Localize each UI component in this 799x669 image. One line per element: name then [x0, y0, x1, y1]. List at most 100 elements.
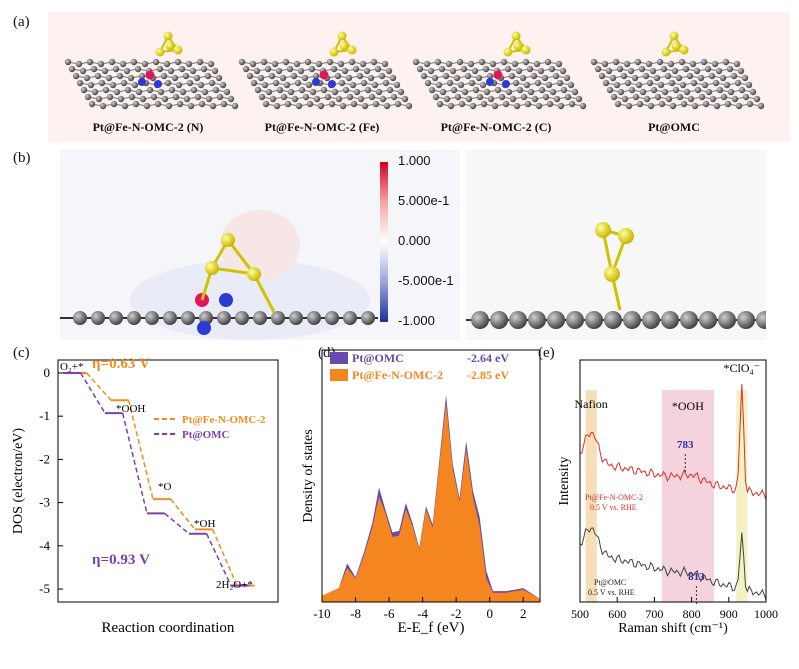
carbon-atom [132, 100, 140, 108]
pt-atom [618, 228, 634, 244]
carbon-atom [610, 93, 618, 101]
carbon-atom [443, 95, 451, 103]
carbon-atom [127, 74, 135, 82]
carbon-atom [708, 72, 716, 80]
carbon-atom [275, 67, 283, 75]
carbon-atom [346, 93, 354, 101]
carbon-atom [431, 74, 439, 82]
x-tick-label: 900 [720, 607, 738, 621]
carbon-atom [134, 65, 142, 73]
carbon-atom [545, 81, 553, 89]
panel-c-label: (c) [13, 345, 30, 361]
highlight-region [736, 390, 748, 602]
carbon-atom [253, 67, 261, 75]
x-tick-label: -2 [451, 606, 462, 621]
carbon-atom [302, 93, 310, 101]
carbon-atom [84, 93, 92, 101]
carbon-atom [516, 86, 524, 94]
carbon-atom [73, 311, 87, 325]
legend-swatch [330, 352, 348, 364]
carbon-atom [625, 102, 633, 110]
carbon-atom [295, 102, 303, 110]
carbon-atom [194, 93, 202, 101]
nitrogen-atom [219, 293, 233, 307]
pt-atom [511, 31, 521, 41]
state-label: *OH [194, 518, 215, 530]
carbon-atom [672, 86, 680, 94]
carbon-atom [566, 311, 584, 329]
carbon-atom [200, 65, 208, 73]
carbon-atom [217, 311, 231, 325]
graphene-sheet-2 [412, 31, 587, 110]
carbon-atom [138, 72, 146, 80]
carbon-atom [287, 88, 295, 96]
carbon-atom [620, 72, 628, 80]
carbon-atom [91, 311, 105, 325]
carbon-atom [624, 79, 632, 87]
carbon-atom [308, 65, 316, 73]
colorbar-tick-zero: 0.000 [398, 233, 431, 248]
carbon-atom [185, 60, 193, 68]
carbon-atom [568, 100, 576, 108]
carbon-atom [541, 74, 549, 82]
carbon-atom [571, 88, 579, 96]
carbon-atom [533, 60, 541, 68]
carbon-atom [702, 100, 710, 108]
graphene-sheet-0 [64, 31, 239, 110]
carbon-atom [627, 67, 635, 75]
pt-atom [155, 47, 165, 57]
carbon-atom [700, 58, 708, 66]
pt-atom [247, 267, 261, 281]
carbon-atom [535, 102, 543, 110]
carbon-atom [105, 74, 113, 82]
carbon-atom [636, 100, 644, 108]
plot-frame [57, 359, 279, 603]
carbon-atom [623, 311, 641, 329]
carbon-atom [412, 58, 420, 66]
carbon-atom [98, 79, 106, 87]
carbon-atom [264, 65, 272, 73]
carbon-atom [152, 58, 160, 66]
carbon-atom [176, 100, 184, 108]
carbon-atom [357, 95, 365, 103]
colorbar-tick-neg-half: -5.000e-1 [398, 273, 454, 288]
carbon-atom [271, 60, 279, 68]
carbon-atom [335, 95, 343, 103]
carbon-atom [258, 93, 266, 101]
nitrogen-atom [197, 321, 211, 335]
carbon-atom [324, 93, 332, 101]
carbon-atom [76, 79, 84, 87]
carbon-atom [424, 79, 432, 87]
carbon-atom [283, 81, 291, 89]
carbon-atom [253, 311, 267, 325]
carbon-atom [439, 88, 447, 96]
carbon-atom [124, 86, 132, 94]
energy-connector [86, 372, 112, 401]
carbon-atom [559, 67, 567, 75]
carbon-atom [713, 102, 721, 110]
carbon-atom [553, 95, 561, 103]
carbon-atom [526, 65, 534, 73]
carbon-atom [127, 311, 141, 325]
carbon-atom [280, 93, 288, 101]
carbon-atom [364, 86, 372, 94]
panel-a-label: (a) [13, 14, 30, 30]
energy-connector [164, 512, 190, 535]
carbon-atom [130, 58, 138, 66]
carbon-atom [178, 65, 186, 73]
charge-density-structures [60, 210, 766, 340]
carbon-atom [436, 100, 444, 108]
x-tick-label: 800 [683, 607, 701, 621]
carbon-atom [647, 102, 655, 110]
carbon-atom [469, 102, 477, 110]
carbon-atom [650, 86, 658, 94]
dos-area-pt-fe-n-omc [322, 402, 540, 602]
carbon-atom [454, 93, 462, 101]
carbon-atom [294, 79, 302, 87]
pt-atom [173, 45, 183, 55]
carbon-atom [368, 93, 376, 101]
graphene-sheet-1 [238, 31, 413, 110]
pt-atom [513, 41, 523, 51]
carbon-atom [682, 65, 690, 73]
carbon-atom [385, 67, 393, 75]
